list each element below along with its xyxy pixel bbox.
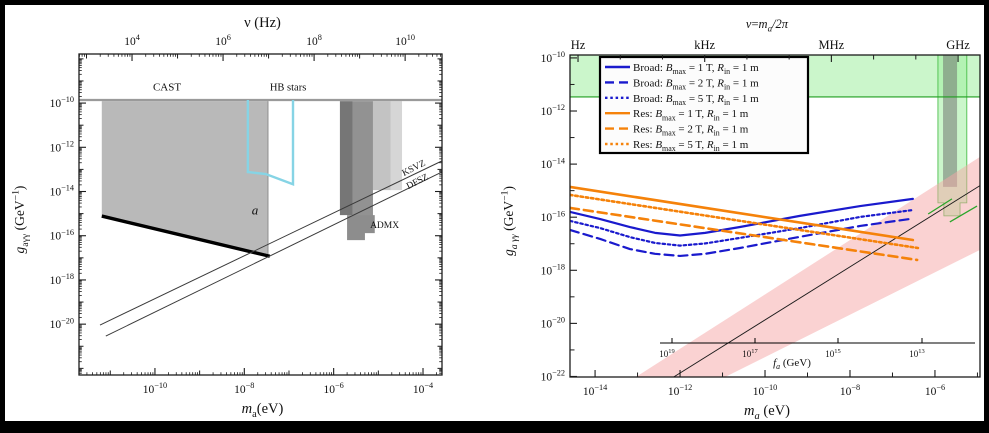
x-tick-label: 10−10 [753, 383, 777, 398]
x-tick-label: 10−6 [925, 383, 945, 398]
fa-tick-label: 1015 [825, 348, 840, 359]
green-model-segment-2 [949, 205, 978, 223]
x-tick-label: 10−8 [234, 381, 254, 396]
curve-res-bmax-2t [570, 206, 919, 262]
axion-model-thick-line [101, 214, 271, 258]
x-tick-label: 10−14 [583, 383, 607, 398]
admx-tail [347, 215, 375, 241]
y-tick-label: 10−16 [50, 228, 74, 243]
plot-frame [569, 54, 981, 378]
green-model-segment-1 [927, 198, 953, 215]
freq-tick-label: Hz [571, 38, 586, 52]
y-axis-label: ga γγ (GeV−1) [499, 186, 519, 256]
fa-axis: 1019 1017 1015 1013 fa (GeV) [659, 338, 975, 371]
label-hb-stars: HB stars [270, 83, 306, 94]
y-tick-label: 10−22 [541, 369, 565, 384]
freq-axis-label: ν (Hz) [244, 15, 281, 31]
curve-broad-bmax-5t [570, 208, 914, 247]
legend-label-res-bmax-1t: Res: Bmax = 1 T, Rin = 1 m [633, 108, 749, 122]
legend-label-broad-bmax-1t: Broad: Bmax = 1 T, Rin = 1 m [633, 62, 759, 76]
qcd-axion-line [673, 185, 980, 377]
curve-res-bmax-1t [570, 185, 915, 242]
y-axis-label: gaγγ (GeV−1) [10, 186, 30, 254]
legend-label-res-bmax-5t: Res: Bmax = 5 T, Rin = 1 m [633, 139, 749, 153]
x-axis-label: ma (eV) [744, 403, 790, 422]
cast-excluded-region [101, 101, 268, 255]
axis-ticks [570, 55, 978, 378]
ksvz-line [99, 160, 442, 326]
hb-stars-outline [246, 99, 295, 186]
admx-strip-gray [943, 55, 958, 187]
y-tick-label: 10−10 [541, 50, 565, 65]
freq-tick-label: 106 [215, 33, 231, 48]
legend-label-broad-bmax-2t: Broad: Bmax = 2 T, Rin = 1 m [633, 77, 759, 91]
x-tick-label: 10−6 [324, 381, 344, 396]
admx-band-dark [339, 101, 353, 216]
x-tick-label: 10−8 [840, 383, 860, 398]
freq-tick-label: 104 [124, 33, 140, 48]
y-tick-label: 10−20 [50, 316, 74, 331]
haloscope-band-lighter [390, 101, 403, 191]
label-cast: CAST [153, 82, 181, 94]
y-tick-label: 10−10 [50, 95, 74, 110]
fa-tick-label: 1019 [659, 348, 674, 359]
freq-tick-label: MHz [819, 38, 845, 52]
y-tick-label: 10−18 [541, 262, 565, 277]
x-axis-label: ma(eV) [242, 401, 284, 420]
legend-label-res-bmax-2t: Res: Bmax = 2 T, Rin = 1 m [633, 124, 749, 138]
y-tick-label: 10−12 [541, 103, 565, 118]
haloscope-band-light [372, 101, 391, 191]
x-tick-label: 10−4 [413, 381, 433, 396]
broadband-resonant-sensitivity-projection: 1019 1017 1015 1013 fa (GeV) Broad: Bmax = 1 … [499, 17, 981, 422]
freq-tick-label: GHz [946, 38, 970, 52]
y-tick-label: 10−14 [50, 184, 74, 199]
freq-axis-label: ν=ma/2π [746, 17, 789, 34]
y-tick-label: 10−14 [541, 156, 565, 171]
fa-tick-label: 1013 [909, 348, 924, 359]
freq-tick-label: 108 [306, 33, 322, 48]
fa-axis-label: fa (GeV) [773, 357, 811, 371]
curve-res-bmax-5t [570, 193, 920, 250]
label-a: a [252, 203, 259, 218]
legend-label-broad-bmax-5t: Broad: Bmax = 5 T, Rin = 1 m [633, 93, 759, 107]
legend-box [598, 55, 810, 155]
freq-tick-label: kHz [694, 38, 715, 52]
curve-broad-bmax-2t [570, 217, 911, 258]
x-tick-label: 10−12 [668, 383, 692, 398]
y-tick-label: 10−12 [50, 139, 74, 154]
freq-tick-label: 1010 [395, 33, 415, 48]
y-tick-label: 10−20 [541, 316, 565, 331]
curve-broad-bmax-1t [570, 197, 914, 237]
x-tick-label: 10−10 [143, 381, 167, 396]
admx-band-medium [352, 101, 373, 223]
label-admx: ADMX [370, 221, 399, 231]
dfsz-line [105, 171, 442, 337]
axis-ticks [78, 54, 442, 375]
y-tick-label: 10−18 [50, 272, 74, 287]
fa-tick-label: 1017 [742, 348, 758, 359]
y-tick-label: 10−16 [541, 209, 565, 224]
